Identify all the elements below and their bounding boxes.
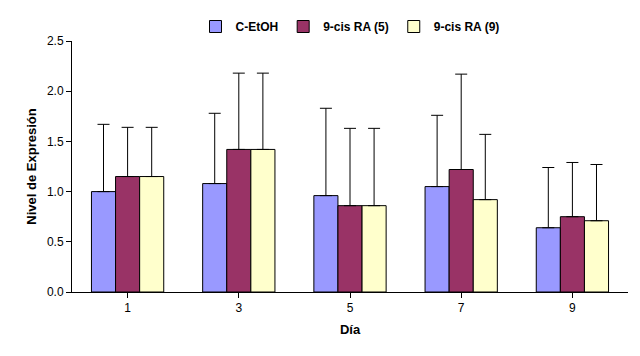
svg-text:9-cis RA (9): 9-cis RA (9) <box>434 20 500 34</box>
svg-text:Día: Día <box>340 322 361 337</box>
svg-text:9: 9 <box>569 301 576 315</box>
svg-text:1.0: 1.0 <box>47 185 64 199</box>
svg-text:3: 3 <box>235 301 242 315</box>
svg-text:0.5: 0.5 <box>47 235 64 249</box>
svg-text:9-cis RA (5): 9-cis RA (5) <box>323 20 389 34</box>
svg-text:7: 7 <box>458 301 465 315</box>
svg-text:C-EtOH: C-EtOH <box>236 20 279 34</box>
svg-text:2.5: 2.5 <box>47 34 64 48</box>
svg-text:5: 5 <box>347 301 354 315</box>
svg-text:0.0: 0.0 <box>47 285 64 299</box>
svg-text:Nivel de Expresión: Nivel de Expresión <box>24 108 39 224</box>
svg-text:1.5: 1.5 <box>47 135 64 149</box>
svg-text:1: 1 <box>124 301 131 315</box>
svg-text:2.0: 2.0 <box>47 84 64 98</box>
